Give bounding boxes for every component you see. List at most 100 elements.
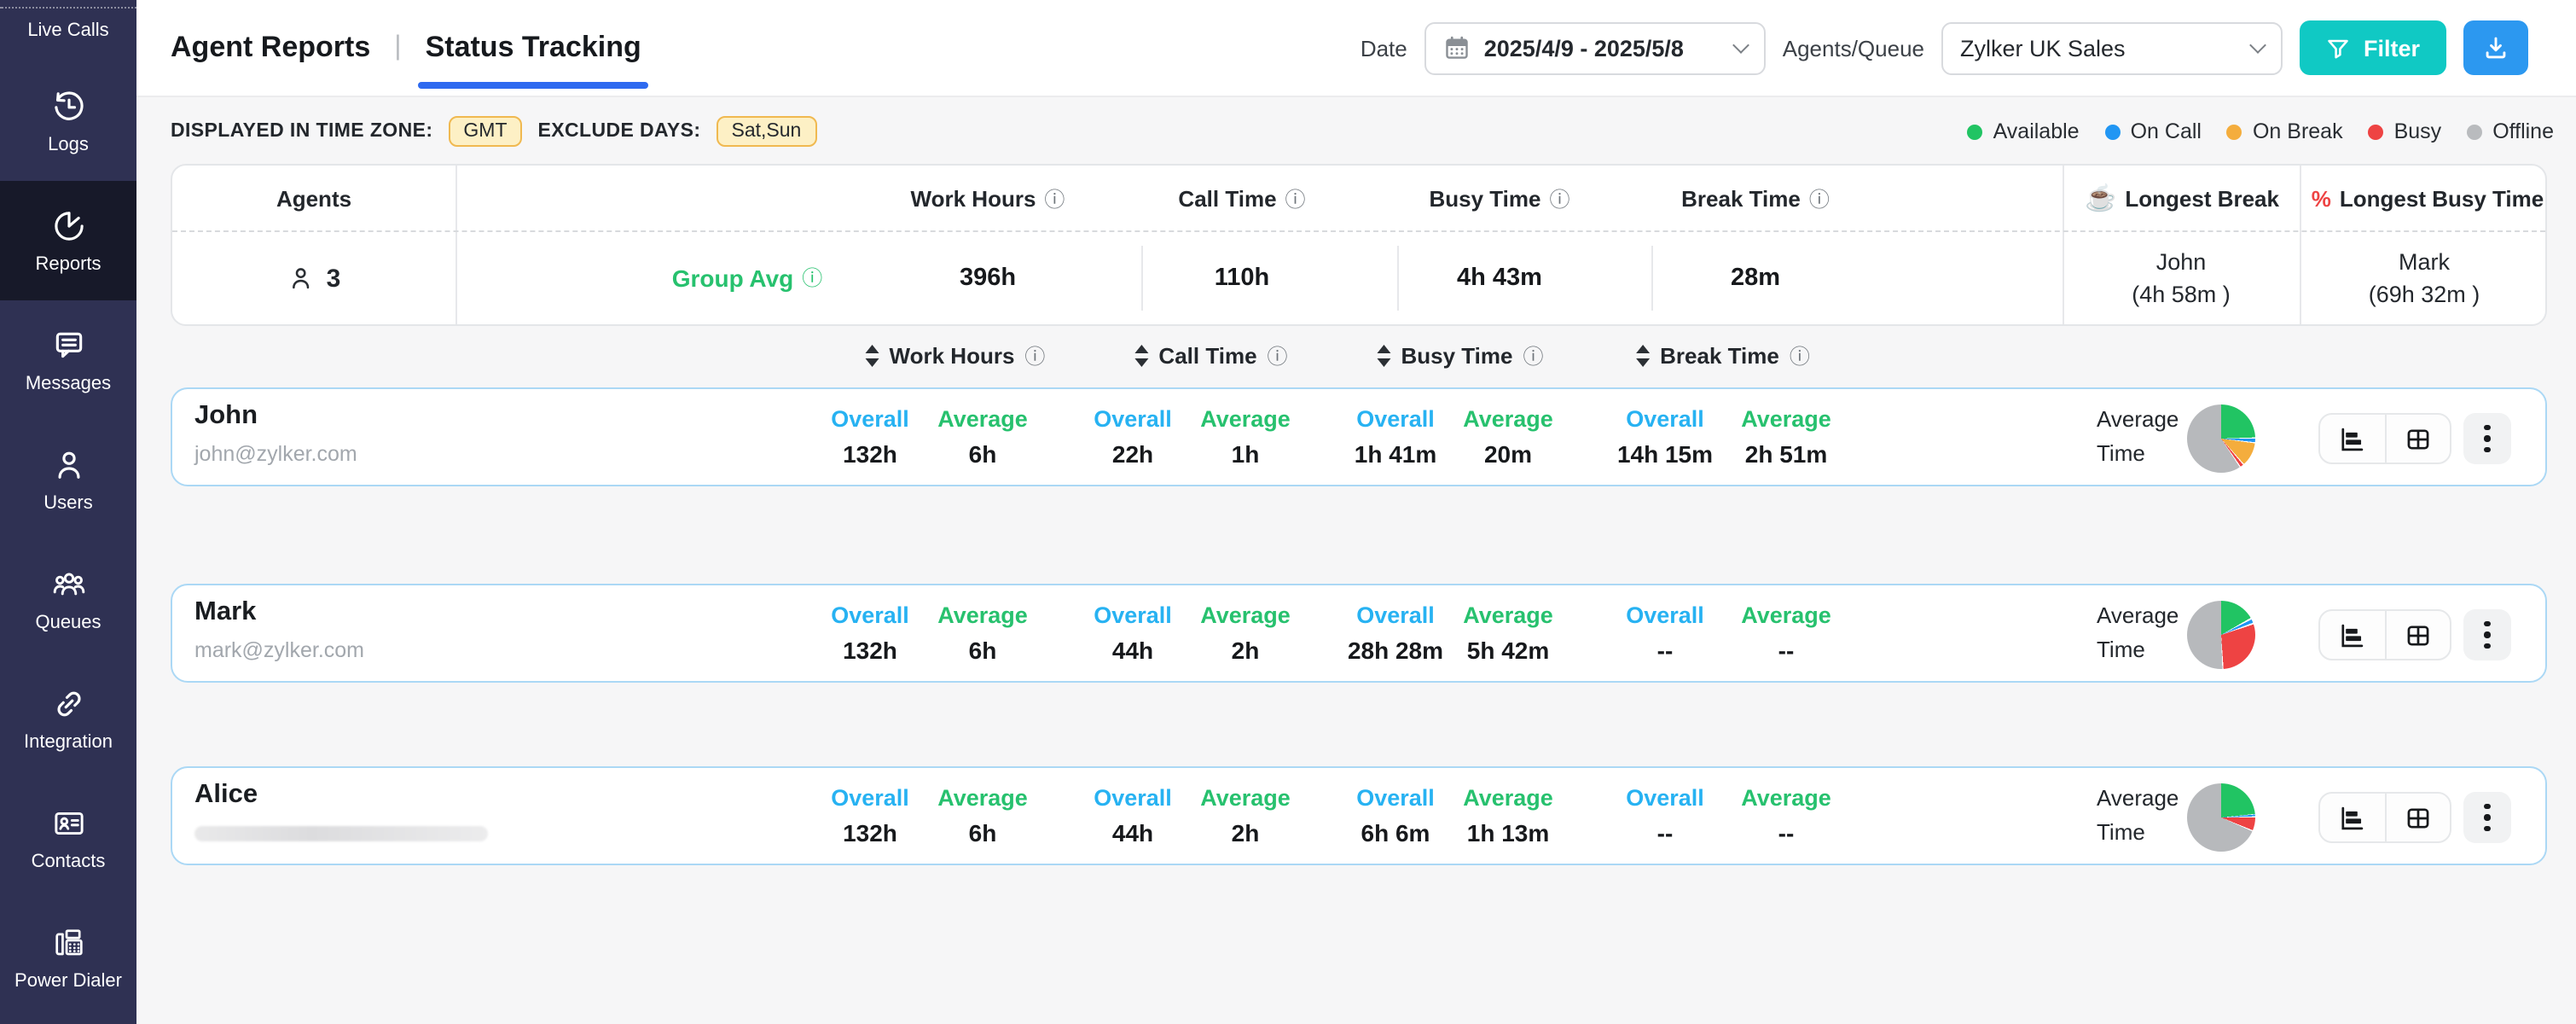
agent-row-john: John john@zylker.com Overall 132h Average… xyxy=(171,387,2547,486)
metric-cell: Average 6h xyxy=(937,602,1028,664)
metric-cell: Average -- xyxy=(1741,785,1831,847)
info-icon[interactable]: ⓘ xyxy=(1024,344,1046,368)
funnel-icon xyxy=(2326,35,2352,61)
value-divider xyxy=(1651,246,1653,311)
break-time-header: Break Time ⓘ xyxy=(1681,186,1830,212)
bar-chart-view-button[interactable] xyxy=(2320,415,2384,463)
average-time-label: Average Time xyxy=(2097,406,2179,466)
view-toggle-group xyxy=(2318,609,2451,660)
coffee-icon: ☕ xyxy=(2085,184,2117,213)
sidebar-item-contacts[interactable]: Contacts xyxy=(0,778,136,898)
exclude-days-badge: Sat,Sun xyxy=(716,116,817,147)
busy-percent-icon: % xyxy=(2311,186,2331,212)
metric-cell: Average 6h xyxy=(937,785,1028,847)
agents-queue-select[interactable]: Zylker UK Sales xyxy=(1941,21,2283,74)
bar-chart-view-button[interactable] xyxy=(2320,794,2384,841)
metric-cell: Overall 1h 41m xyxy=(1354,406,1437,468)
sidebar-item-live-calls[interactable]: Live Calls xyxy=(27,20,109,41)
dialer-icon xyxy=(50,924,86,960)
metric-cell: Overall 44h xyxy=(1094,785,1172,847)
sort-icon xyxy=(1134,345,1149,367)
sidebar-item-reports[interactable]: Reports xyxy=(0,181,136,300)
info-icon[interactable]: ⓘ xyxy=(1549,187,1570,211)
info-icon[interactable]: ⓘ xyxy=(1789,344,1810,368)
download-button[interactable] xyxy=(2463,20,2528,75)
agent-name: John xyxy=(194,401,258,430)
exclude-days-label: EXCLUDE DAYS: xyxy=(537,121,701,142)
status-pie-chart xyxy=(2187,783,2255,852)
metric-cell: Overall 14h 15m xyxy=(1616,406,1714,468)
tab-separator: | xyxy=(394,32,402,61)
info-icon[interactable]: ⓘ xyxy=(802,266,823,290)
metric-cell: Average 1h xyxy=(1200,406,1291,468)
more-options-button[interactable] xyxy=(2463,609,2511,660)
available-dot-icon xyxy=(1967,124,1983,139)
tab-agent-reports[interactable]: Agent Reports xyxy=(171,31,371,63)
agent-email: john@zylker.com xyxy=(194,442,357,466)
agent-row-mark: Mark mark@zylker.com Overall 132h Average… xyxy=(171,584,2547,683)
info-icon[interactable]: ⓘ xyxy=(1267,344,1288,368)
view-toggle-group xyxy=(2318,413,2451,464)
bar-chart-view-button[interactable] xyxy=(2320,611,2384,659)
link-icon xyxy=(50,685,86,721)
date-label: Date xyxy=(1360,35,1407,61)
average-time-label: Average Time xyxy=(2097,785,2179,845)
agents-column-header: Agents xyxy=(276,186,352,212)
sort-call-time[interactable]: Call Time ⓘ xyxy=(1134,343,1288,369)
more-options-button[interactable] xyxy=(2463,413,2511,464)
sort-break-time[interactable]: Break Time ⓘ xyxy=(1636,343,1810,369)
metric-cell: Average 2h 51m xyxy=(1741,406,1831,468)
pie-chart-icon xyxy=(50,207,86,243)
legend-on-call: On Call xyxy=(2104,119,2202,143)
timezone-badge: GMT xyxy=(448,116,523,147)
group-avg-break-time: 28m xyxy=(1730,265,1781,292)
date-range-value: 2025/4/9 - 2025/5/8 xyxy=(1483,35,1684,61)
chevron-down-icon xyxy=(2249,36,2266,53)
legend-offline: Offline xyxy=(2467,119,2554,143)
info-icon[interactable]: ⓘ xyxy=(1285,187,1306,211)
metric-cell: Overall 132h xyxy=(831,602,909,664)
column-divider xyxy=(2063,166,2064,324)
sidebar-item-users[interactable]: Users xyxy=(0,420,136,539)
status-pie-chart xyxy=(2187,601,2255,669)
agent-count: 3 xyxy=(287,232,340,324)
sidebar-item-power-dialer[interactable]: Power Dialer xyxy=(0,898,136,1017)
people-group-icon xyxy=(50,566,86,602)
status-legend: Available On Call On Break Busy Offline xyxy=(1967,119,2554,143)
group-avg-work-hours: 396h xyxy=(959,265,1017,292)
work-hours-header: Work Hours ⓘ xyxy=(910,186,1065,212)
info-icon[interactable]: ⓘ xyxy=(1523,344,1544,368)
sort-busy-time[interactable]: Busy Time ⓘ xyxy=(1377,343,1544,369)
timezone-label: DISPLAYED IN TIME ZONE: xyxy=(171,121,433,142)
metric-cell: Average 2h xyxy=(1200,602,1291,664)
info-icon[interactable]: ⓘ xyxy=(1808,187,1830,211)
sidebar-item-integration[interactable]: Integration xyxy=(0,659,136,778)
agents-queue-value: Zylker UK Sales xyxy=(1960,35,2126,61)
more-options-button[interactable] xyxy=(2463,792,2511,843)
legend-available: Available xyxy=(1967,119,2080,143)
call-time-header: Call Time ⓘ xyxy=(1178,186,1306,212)
sidebar-item-logs[interactable]: Logs xyxy=(0,61,136,181)
value-divider xyxy=(1141,246,1143,311)
longest-break-value: John (4h 58m ) xyxy=(2132,249,2231,307)
table-view-button[interactable] xyxy=(2384,611,2450,659)
date-range-picker[interactable]: 2025/4/9 - 2025/5/8 xyxy=(1424,21,1766,74)
busy-dot-icon xyxy=(2368,124,2384,139)
sidebar-item-messages[interactable]: Messages xyxy=(0,300,136,420)
calendar-icon xyxy=(1443,34,1471,61)
person-icon xyxy=(50,446,86,482)
tab-status-tracking[interactable]: Status Tracking xyxy=(418,0,647,96)
filter-button[interactable]: Filter xyxy=(2300,20,2446,75)
sidebar-item-queues[interactable]: Queues xyxy=(0,539,136,659)
metric-cell: Overall 6h 6m xyxy=(1356,785,1435,847)
table-view-button[interactable] xyxy=(2384,794,2450,841)
sort-work-hours[interactable]: Work Hours ⓘ xyxy=(865,343,1046,369)
masked-email xyxy=(194,826,488,841)
column-divider xyxy=(455,166,457,324)
longest-break-header: ☕ Longest Break xyxy=(2085,184,2279,213)
table-view-button[interactable] xyxy=(2384,415,2450,463)
filter-controls: Date 2025/4/9 - 2025/5/8 Agents/Queue Zy… xyxy=(1361,20,2576,75)
chevron-down-icon xyxy=(1732,36,1749,53)
info-icon[interactable]: ⓘ xyxy=(1044,187,1065,211)
value-divider xyxy=(1397,246,1399,311)
